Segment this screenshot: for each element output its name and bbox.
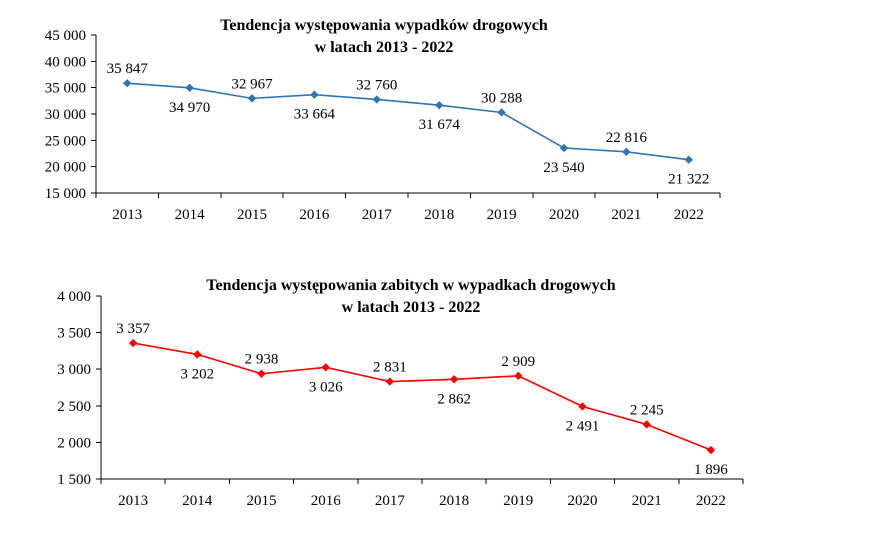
data-point-marker [185,83,194,93]
data-label: 2 909 [501,354,535,370]
data-label: 2 938 [245,352,279,368]
data-point-marker [372,95,381,104]
chart2-axes [100,296,743,480]
data-point-marker [385,377,395,386]
x-tick-label: 2016 [311,493,342,509]
x-tick-label: 2019 [503,493,533,509]
y-tick-label: 40 000 [45,54,86,70]
data-label: 2 862 [437,391,471,407]
x-tick-label: 2022 [696,493,726,509]
y-tick-label: 1 500 [57,472,91,488]
chart2-series [128,338,716,455]
data-point-marker [622,147,631,157]
data-label: 3 202 [180,366,214,382]
data-point-marker [247,94,257,103]
x-tick-label: 2021 [611,207,641,223]
data-label: 31 674 [419,117,461,133]
data-point-marker [497,108,506,117]
y-tick-label: 3 000 [57,362,91,378]
data-label: 35 847 [107,61,149,77]
data-point-marker [642,420,651,429]
x-tick-label: 2014 [175,207,206,223]
chart1-data-labels: 35 847 34 970 32 967 33 664 32 760 31 674 30 2… [107,61,710,187]
x-tick-label: 2014 [182,493,213,509]
data-point-marker [128,338,138,348]
y-tick-label: 2 500 [57,399,91,415]
y-tick-label: 15 000 [45,186,86,202]
x-tick-label: 2015 [237,207,267,223]
y-tick-label: 25 000 [45,133,86,149]
chart1-series [123,79,693,164]
x-tick-label: 2017 [362,207,393,223]
y-tick-label: 3 500 [57,326,91,342]
y-tick-label: 20 000 [45,160,86,176]
y-tick-label: 2 000 [57,435,91,451]
data-point-marker [321,363,330,372]
data-point-marker [257,369,266,378]
data-point-marker [514,371,523,381]
x-tick-label: 2013 [112,207,142,223]
chart1-title-line1: Tendencja występowania wypadków drogowyc… [220,17,548,34]
data-point-marker [435,100,444,110]
data-label: 30 288 [481,90,522,106]
data-label: 3 026 [309,379,343,395]
series-line [132,342,712,451]
chart2-data-labels: 3 357 3 202 2 938 3 026 2 831 2 862 2 909 2 491… [116,321,728,478]
x-tick-label: 2016 [299,207,330,223]
y-tick-label: 30 000 [45,107,86,123]
data-point-marker [559,143,569,153]
data-point-marker [310,90,319,99]
x-tick-label: 2018 [439,493,469,509]
data-point-marker [684,155,693,164]
data-point-marker [123,79,132,88]
data-label: 23 540 [543,160,584,176]
x-tick-label: 2021 [632,493,662,509]
chart1-y-axis: 15 000 20 000 25 000 30 000 35 000 40 000 45 0… [45,28,96,202]
x-tick-label: 2019 [487,207,517,223]
x-tick-label: 2018 [424,207,454,223]
chart2-title-line1: Tendencja występowania zabitych w wypadk… [206,277,615,294]
y-tick-label: 35 000 [45,81,86,97]
x-tick-label: 2017 [375,493,406,509]
data-label: 3 357 [116,321,150,337]
chart1-x-axis: 2013 2014 2015 2016 2017 2018 2019 2020 2021 2022 [95,193,721,223]
chart1-title-line2: w latach 2013 - 2022 [315,39,454,56]
data-point-marker [578,402,587,411]
data-label: 22 816 [606,130,648,146]
data-label: 32 967 [231,76,273,92]
data-point-marker [193,350,202,359]
data-label: 21 322 [668,172,709,188]
data-label: 33 664 [294,107,336,123]
data-label: 2 831 [373,360,407,376]
series-line [127,82,689,161]
data-label: 34 970 [169,100,210,116]
data-label: 32 760 [356,77,397,93]
x-tick-label: 2015 [247,493,277,509]
chart2-x-axis: 2013 2014 2015 2016 2017 2018 2019 2020 2021 2022 [100,479,744,509]
chart2-y-axis: 1 500 2 000 2 500 3 000 3 500 4 000 [57,289,101,488]
x-tick-label: 2020 [568,493,598,509]
fatalities-chart: Tendencja występowania zabitych w wypadk… [57,277,744,509]
chart2-title-line2: w latach 2013 - 2022 [342,299,481,316]
data-label: 2 245 [630,402,664,418]
data-point-marker [706,445,716,455]
y-tick-label: 4 000 [57,289,91,305]
chart1-axes [95,35,720,194]
x-tick-label: 2013 [118,493,148,509]
accidents-chart: Tendencja występowania wypadków drogowyc… [45,17,721,223]
data-label: 1 896 [694,462,728,478]
x-tick-label: 2022 [674,207,704,223]
y-tick-label: 45 000 [45,28,86,44]
data-point-marker [449,375,459,384]
data-label: 2 491 [566,418,600,434]
x-tick-label: 2020 [549,207,579,223]
